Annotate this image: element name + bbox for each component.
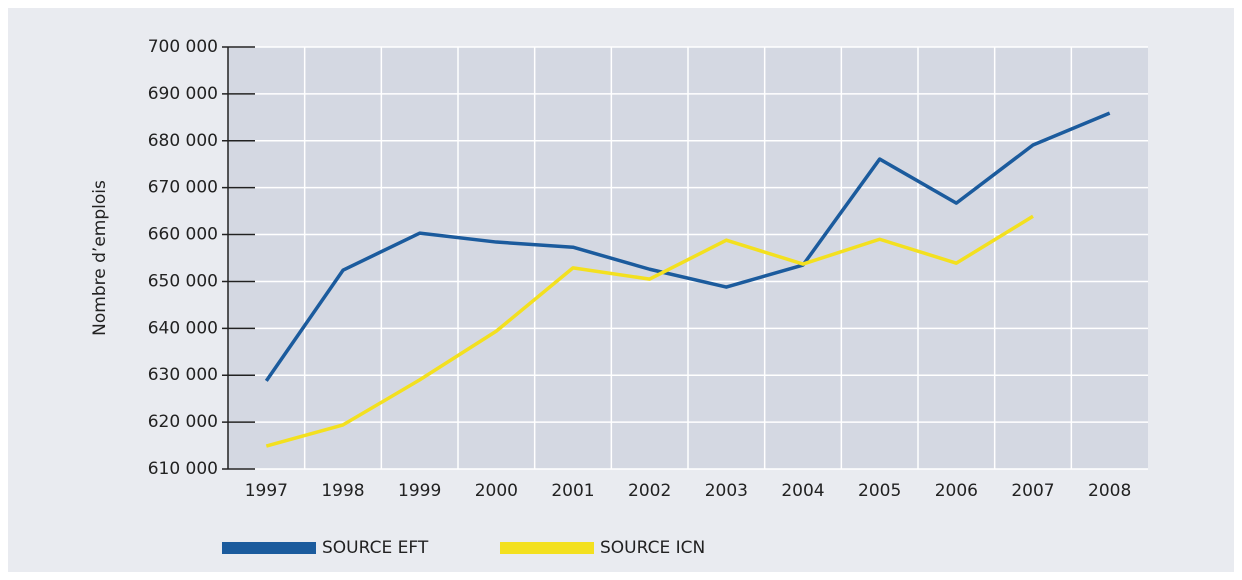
x-tick-label: 2004 [781, 481, 824, 501]
y-tick-label: 620 000 [148, 412, 218, 432]
y-tick-label: 660 000 [148, 225, 218, 245]
y-tick-label: 680 000 [148, 131, 218, 151]
y-tick-label: 630 000 [148, 365, 218, 385]
legend-label: SOURCE ICN [600, 538, 705, 558]
x-tick-label: 2006 [935, 481, 978, 501]
x-tick-label: 1999 [398, 481, 441, 501]
x-tick-label: 1997 [245, 481, 288, 501]
y-tick-label: 700 000 [148, 37, 218, 57]
x-tick-label: 2005 [858, 481, 901, 501]
x-tick-label: 2007 [1011, 481, 1054, 501]
y-tick-label: 690 000 [148, 84, 218, 104]
legend-swatch [500, 542, 594, 554]
x-tick-label: 2002 [628, 481, 671, 501]
series-line [265, 214, 1034, 448]
x-tick-label: 2000 [475, 481, 518, 501]
x-tick-label: 1998 [321, 481, 364, 501]
y-tick-label: 610 000 [148, 459, 218, 479]
y-tick-label: 640 000 [148, 318, 218, 338]
x-tick-label: 2001 [551, 481, 594, 501]
legend-label: SOURCE EFT [322, 538, 429, 558]
y-tick-label: 650 000 [148, 271, 218, 291]
x-tick-label: 2008 [1088, 481, 1131, 501]
series-line [264, 111, 1111, 382]
legend-swatch [222, 542, 316, 554]
y-tick-label: 670 000 [148, 178, 218, 198]
y-axis-title: Nombre d’emplois [90, 180, 110, 336]
x-tick-label: 2003 [705, 481, 748, 501]
